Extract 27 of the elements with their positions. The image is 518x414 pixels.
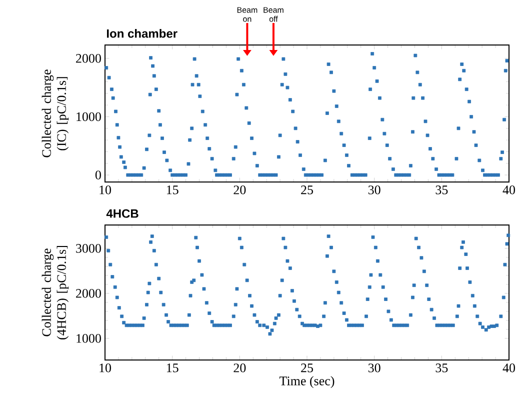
- x-axis-title: Time (sec): [279, 376, 334, 388]
- y-tick-label: 3000: [76, 244, 101, 253]
- x-tick-label: 30: [368, 186, 380, 194]
- chart-title: Ion chamber: [107, 28, 178, 38]
- y-tick-label: 1000: [76, 112, 101, 122]
- text: Beam on: [237, 7, 258, 22]
- x-tick-label: 15: [166, 364, 178, 372]
- x-tick-label: 40: [502, 364, 516, 372]
- x-tick-label: 15: [166, 186, 178, 194]
- x-tick-label: 20: [234, 186, 246, 194]
- x-tick-label: 35: [436, 364, 448, 372]
- y-axis-title: Collected charge (4HCB) [pC/0.1s]: [42, 246, 69, 340]
- y-tick-label: 2000: [76, 54, 101, 63]
- chart-title: 4HCB: [106, 209, 138, 218]
- y-tick-label: 2000: [76, 289, 101, 298]
- x-tick-label: 30: [368, 364, 380, 372]
- y-axis-title: Collected charge (IC) [pC/0.1s]: [42, 70, 69, 158]
- x-tick-label: 10: [100, 364, 112, 372]
- y-tick-label: 1000: [76, 334, 101, 343]
- x-tick-label: 40: [502, 186, 516, 194]
- x-tick-label: 25: [301, 186, 313, 194]
- y-tick-label: 0: [95, 170, 101, 180]
- x-tick-label: 20: [234, 364, 246, 372]
- text: Beam off: [264, 7, 284, 22]
- x-tick-label: 35: [436, 186, 448, 194]
- x-tick-label: 25: [301, 364, 313, 372]
- x-tick-label: 10: [100, 186, 112, 194]
